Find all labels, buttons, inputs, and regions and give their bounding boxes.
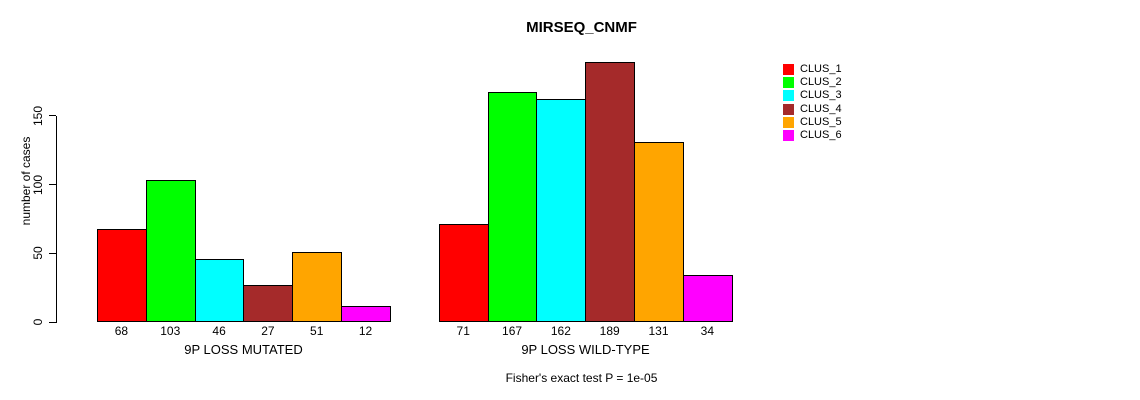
bar-clus_1 — [97, 228, 147, 322]
annotation-text: Fisher's exact test P = 1e-05 — [505, 371, 658, 385]
y-tick — [49, 184, 56, 185]
bar-clus_5 — [292, 251, 343, 322]
y-tick — [49, 321, 56, 323]
legend-label: CLUS_5 — [800, 115, 842, 128]
legend-item: CLUS_6 — [783, 129, 842, 142]
legend-label: CLUS_3 — [800, 89, 842, 102]
legend-swatch — [783, 116, 794, 128]
group-label-mutated: 9P LOSS MUTATED — [184, 342, 303, 357]
bar-value-label: 131 — [648, 324, 669, 338]
bar-value-label: 51 — [310, 324, 324, 338]
y-tick — [49, 115, 56, 117]
legend-label: CLUS_6 — [800, 129, 842, 142]
legend-item: CLUS_1 — [783, 63, 842, 76]
bar-value-label: 46 — [212, 324, 226, 338]
bar-value-label: 68 — [114, 324, 129, 338]
y-axis-line — [56, 115, 57, 323]
bar-clus_4 — [243, 284, 294, 322]
legend-item: CLUS_5 — [783, 116, 842, 129]
legend-item: CLUS_4 — [783, 103, 842, 116]
bar-value-label: 189 — [599, 324, 620, 338]
bar-clus_2 — [487, 92, 538, 322]
bar-value-label: 167 — [502, 324, 523, 338]
y-tick-label: 50 — [31, 246, 45, 260]
bar-clus_6 — [682, 275, 733, 322]
bar-value-label: 12 — [358, 324, 373, 338]
bar-value-label: 103 — [160, 324, 181, 338]
bar-value-label: 71 — [456, 324, 470, 338]
bar-value-label: 162 — [550, 324, 571, 338]
bar-clus_3 — [194, 258, 245, 322]
legend-swatch — [783, 130, 794, 142]
bar-clus_3 — [536, 99, 587, 322]
bar-clus_4 — [585, 62, 636, 322]
y-tick — [49, 252, 56, 254]
bar-clus_5 — [634, 141, 684, 322]
y-tick-label: 100 — [31, 174, 45, 195]
legend-swatch — [783, 64, 794, 76]
legend-swatch — [783, 90, 794, 102]
legend: CLUS_1 CLUS_2 CLUS_3 CLUS_4 CLUS_5 CLUS_6 — [783, 63, 842, 142]
legend-label: CLUS_1 — [800, 63, 842, 76]
legend-swatch — [783, 103, 794, 115]
chart-title: MIRSEQ_CNMF — [526, 19, 637, 36]
y-tick-label: 0 — [31, 318, 45, 326]
bar-value-label: 27 — [261, 324, 275, 338]
bar-clus_1 — [438, 224, 489, 322]
bar-clus_2 — [145, 180, 196, 322]
legend-label: CLUS_4 — [800, 102, 842, 115]
legend-item: CLUS_2 — [783, 76, 842, 89]
legend-label: CLUS_2 — [800, 76, 842, 89]
legend-item: CLUS_3 — [783, 89, 842, 102]
y-tick-label: 150 — [31, 105, 45, 126]
bar-clus_6 — [341, 305, 391, 322]
legend-swatch — [783, 77, 794, 89]
group-label-wild-type: 9P LOSS WILD-TYPE — [521, 342, 650, 357]
bar-value-label: 34 — [700, 324, 715, 338]
